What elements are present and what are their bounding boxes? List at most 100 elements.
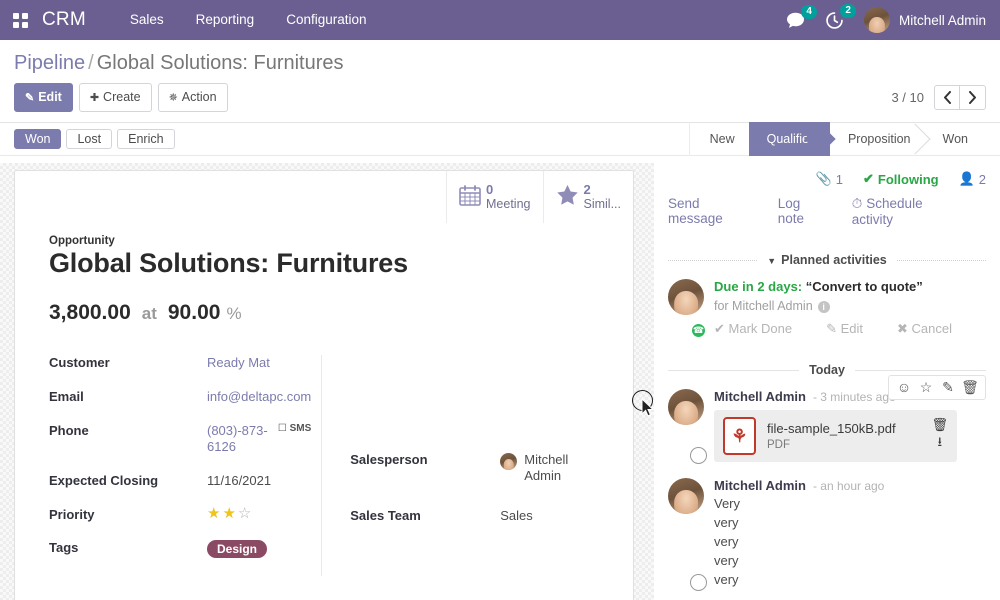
divider-line <box>896 259 986 261</box>
activity-cancel-button[interactable]: ✖ Cancel <box>897 321 952 336</box>
nav-menu-reporting[interactable]: Reporting <box>195 12 255 27</box>
action-button[interactable]: ✵ Action <box>157 83 228 112</box>
mark-won-button[interactable]: Won <box>14 129 62 149</box>
mark-lost-button[interactable]: Lost <box>66 129 113 149</box>
attachments-counter[interactable]: 📎 1 <box>816 171 843 187</box>
mark-done-button[interactable]: ✔ Mark Done <box>714 321 793 336</box>
star-empty-icon[interactable]: ☆ <box>237 505 254 522</box>
message-header: Mitchell Admin - 3 minutes ago <box>714 389 986 404</box>
avatar[interactable] <box>863 7 890 33</box>
opportunity-sheet: 0 Meeting 2 Simil... <box>14 170 634 600</box>
pager-count: 3 / 10 <box>891 90 924 105</box>
divider-line <box>668 259 758 261</box>
field-email: Email info@deltapc.com <box>49 389 311 405</box>
stage-won[interactable]: Won <box>925 122 982 156</box>
form-pane: 0 Meeting 2 Simil... <box>0 163 654 600</box>
attachment-type: PDF <box>767 439 790 451</box>
field-email-value[interactable]: info@deltapc.com <box>207 389 312 404</box>
star-icon <box>556 184 579 210</box>
pager-next-button[interactable] <box>960 85 986 110</box>
field-phone-value[interactable]: (803)-873-6126 <box>207 423 268 454</box>
messages-button[interactable]: 4 <box>786 4 817 29</box>
field-customer: Customer Ready Mat <box>49 355 311 371</box>
field-sales-team-value[interactable]: Sales <box>500 508 533 523</box>
star-filled-icon[interactable]: ★ <box>207 505 223 522</box>
apps-grid-icon <box>12 12 28 28</box>
avatar-image <box>668 279 704 315</box>
attachment-card[interactable]: ⚘ file-sample_150kB.pdf PDF 🗑 ⭳ <box>714 410 957 462</box>
trash-icon[interactable]: 🗑 <box>961 379 979 395</box>
stage-new[interactable]: New <box>698 122 749 156</box>
sms-button[interactable]: ☐ SMS <box>278 423 311 434</box>
enrich-button[interactable]: Enrich <box>117 129 175 149</box>
gear-icon: ✵ <box>168 92 178 104</box>
app-brand[interactable]: CRM <box>42 9 86 30</box>
nav-menu-sales[interactable]: Sales <box>129 12 164 27</box>
at-separator: at <box>141 304 157 323</box>
message-tools: ☺ ☆ ✎ 🗑 <box>888 375 986 400</box>
priority-stars[interactable]: ★★☆ <box>207 505 254 522</box>
pencil-icon[interactable]: ✎ <box>942 379 954 395</box>
meetings-stat-label: Meeting <box>486 197 531 211</box>
activity-edit-button[interactable]: ✎ Edit <box>826 321 864 336</box>
activities-badge: 2 <box>840 3 856 18</box>
meetings-stat-value: 0 <box>486 182 494 197</box>
field-customer-value[interactable]: Ready Mat <box>207 355 270 370</box>
create-button[interactable]: ✚ Create <box>78 83 152 112</box>
download-icon[interactable]: ⭳ <box>937 434 943 449</box>
edit-button-label: Edit <box>38 90 62 104</box>
divider-line <box>668 369 800 371</box>
check-icon: ✔ <box>863 171 874 186</box>
stage-qualified[interactable]: Qualified <box>748 122 836 156</box>
message-body: Mitchell Admin - an hour ago Very very v… <box>714 478 986 589</box>
send-message-button[interactable]: Send message <box>668 196 723 226</box>
schedule-activity-label: Schedule activity <box>851 196 923 227</box>
star-filled-icon[interactable]: ★ <box>222 505 238 522</box>
similar-leads-stat-text: 2 Simil... <box>584 183 622 212</box>
user-menu[interactable]: Mitchell Admin <box>898 12 986 28</box>
star-icon[interactable]: ☆ <box>919 379 933 395</box>
avatar-image <box>668 478 704 514</box>
avatar <box>668 389 707 464</box>
planned-activities-header[interactable]: ▼ Planned activities <box>668 253 986 267</box>
schedule-activity-button[interactable]: ⏱ Schedule activity <box>852 196 962 227</box>
activity-title: Due in 2 days: “Convert to quote” <box>714 279 986 294</box>
stage-proposition[interactable]: Proposition <box>830 122 931 156</box>
message-text: Very very very very very <box>714 496 741 587</box>
edit-button[interactable]: ✎ Edit <box>14 83 73 112</box>
trash-icon[interactable]: 🗑 <box>931 417 948 432</box>
activity-subject: “Convert to quote” <box>805 279 923 294</box>
action-button-label: Action <box>181 90 217 104</box>
pdf-file-icon: ⚘ <box>723 417 756 455</box>
page-title: Global Solutions: Furnitures <box>49 248 408 278</box>
activities-button[interactable]: 2 <box>825 3 856 30</box>
field-salesperson-label: Salesperson <box>350 452 428 467</box>
message-time: - an hour ago <box>812 479 885 493</box>
apps-menu-button[interactable] <box>0 0 40 40</box>
following-button[interactable]: ✔ Following <box>863 171 939 187</box>
percent-sign: % <box>226 304 242 323</box>
probability-value: 90.00 <box>167 301 221 324</box>
nav-menu-configuration[interactable]: Configuration <box>286 12 367 27</box>
status-badge[interactable]: Design <box>207 540 268 558</box>
log-note-button[interactable]: Log note <box>777 196 804 226</box>
breadcrumb: Pipeline / Global Solutions: Furnitures <box>0 40 1000 75</box>
followers-counter[interactable]: 👤 2 <box>959 171 986 187</box>
clock-icon <box>826 11 843 29</box>
pager-previous-button[interactable] <box>934 85 960 110</box>
field-expected-closing-value[interactable]: 11/16/2021 <box>207 473 272 488</box>
field-salesperson-value[interactable]: Mitchell Admin <box>500 452 599 484</box>
field-salesperson: Salesperson Mitchell Admin <box>350 452 599 484</box>
emoji-icon[interactable]: ☺ <box>896 379 912 395</box>
similar-leads-stat-button[interactable]: 2 Simil... <box>542 171 634 223</box>
attachment-meta: file-sample_150kB.pdf PDF <box>767 421 927 451</box>
plus-icon: ✚ <box>89 92 100 104</box>
breadcrumb-root[interactable]: Pipeline <box>14 52 86 74</box>
stage-won-label: Won <box>942 132 968 146</box>
info-icon[interactable]: i <box>817 301 830 313</box>
statusbar-buttons: Won Lost Enrich <box>0 129 175 149</box>
meetings-stat-button[interactable]: 0 Meeting <box>446 171 542 223</box>
user-icon: 👤 <box>958 171 975 186</box>
fields-left-column: Customer Ready Mat Email info@deltapc.co… <box>49 355 323 576</box>
